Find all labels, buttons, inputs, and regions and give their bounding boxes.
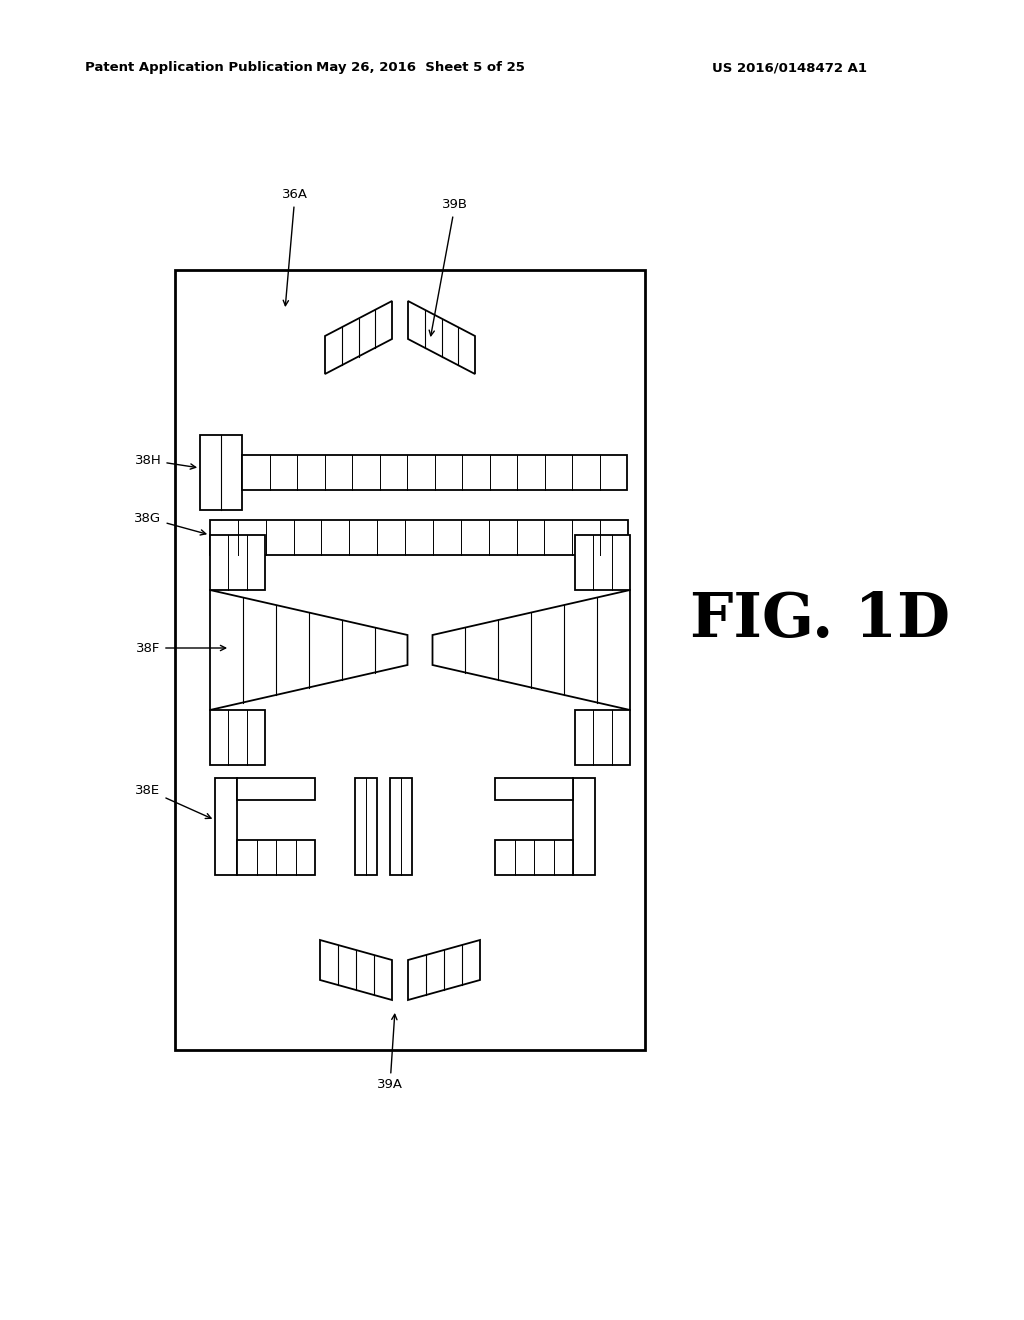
Bar: [575, 710, 630, 766]
Bar: [495, 840, 573, 875]
Bar: [355, 777, 377, 875]
Bar: [200, 436, 242, 510]
Bar: [575, 535, 630, 590]
Polygon shape: [325, 301, 392, 374]
Text: 38G: 38G: [134, 511, 206, 535]
Bar: [390, 777, 412, 875]
Bar: [237, 840, 315, 875]
Text: 39B: 39B: [429, 198, 468, 335]
Bar: [175, 271, 645, 1049]
Polygon shape: [319, 940, 392, 1001]
Text: FIG. 1D: FIG. 1D: [690, 590, 950, 649]
Bar: [495, 777, 573, 800]
Text: US 2016/0148472 A1: US 2016/0148472 A1: [713, 62, 867, 74]
Polygon shape: [408, 301, 475, 374]
Text: 36A: 36A: [282, 189, 308, 306]
Bar: [242, 455, 627, 490]
Text: 39A: 39A: [377, 1014, 403, 1092]
Text: 38E: 38E: [135, 784, 211, 818]
Polygon shape: [210, 590, 408, 710]
Bar: [210, 710, 265, 766]
Text: 38H: 38H: [134, 454, 196, 469]
Bar: [573, 777, 595, 875]
Bar: [237, 777, 315, 800]
Text: May 26, 2016  Sheet 5 of 25: May 26, 2016 Sheet 5 of 25: [315, 62, 524, 74]
Text: 38F: 38F: [136, 642, 225, 655]
Polygon shape: [432, 590, 630, 710]
Text: Patent Application Publication: Patent Application Publication: [85, 62, 312, 74]
Bar: [215, 777, 237, 875]
Bar: [210, 520, 628, 554]
Polygon shape: [408, 940, 480, 1001]
Bar: [210, 535, 265, 590]
